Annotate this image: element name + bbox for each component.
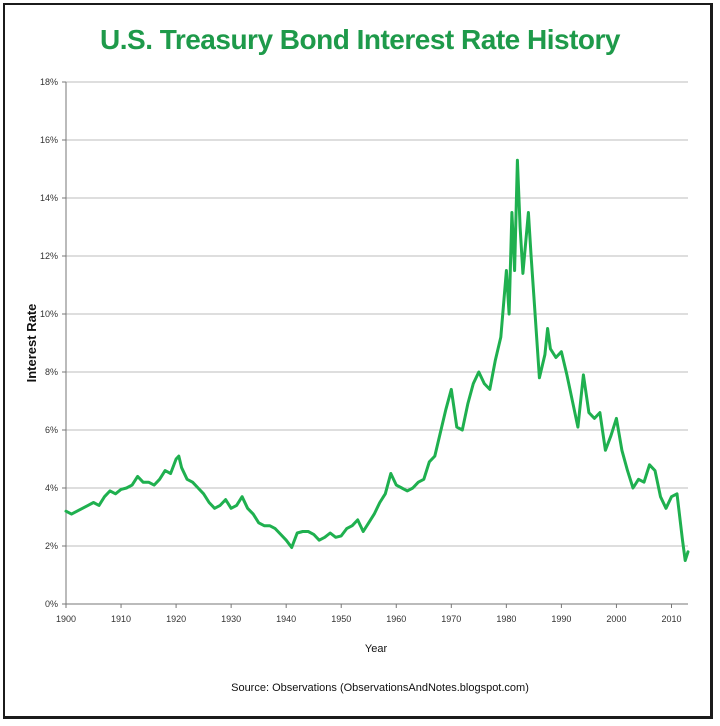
grid xyxy=(66,81,688,547)
x-tick-label: 1910 xyxy=(111,614,131,624)
x-tick-label: 1980 xyxy=(496,614,516,624)
y-tick-label: 18% xyxy=(40,77,58,87)
source-note: Source: Observations (ObservationsAndNot… xyxy=(231,682,529,694)
axes xyxy=(65,82,688,605)
y-tick-label: 10% xyxy=(40,309,58,319)
y-tick-label: 8% xyxy=(45,367,58,377)
x-axis-label: Year xyxy=(365,643,388,655)
y-axis-ticks: 0% 2% 4% 6% 8% 10% 12% 14% 16% 18% xyxy=(40,77,66,609)
y-tick-label: 12% xyxy=(40,251,58,261)
chart-title: U.S. Treasury Bond Interest Rate History xyxy=(100,24,620,55)
chart-frame xyxy=(3,3,713,719)
y-tick-label: 14% xyxy=(40,193,58,203)
x-axis-ticks: 1900 1910 1920 1930 1940 1950 1960 1970 1980 1990… xyxy=(56,604,682,624)
y-tick-label: 6% xyxy=(45,425,58,435)
y-tick-label: 2% xyxy=(45,541,58,551)
x-tick-label: 2000 xyxy=(606,614,626,624)
x-tick-label: 1970 xyxy=(441,614,461,624)
y-tick-label: 16% xyxy=(40,135,58,145)
x-tick-label: 1960 xyxy=(386,614,406,624)
series-group xyxy=(64,158,690,562)
x-tick-label: 2010 xyxy=(661,614,681,624)
y-tick-label: 0% xyxy=(45,599,58,609)
x-tick-label: 1940 xyxy=(276,614,296,624)
x-tick-label: 1950 xyxy=(331,614,351,624)
series-line xyxy=(64,158,690,562)
y-tick-label: 4% xyxy=(45,483,58,493)
x-tick-label: 1930 xyxy=(221,614,241,624)
x-tick-label: 1900 xyxy=(56,614,76,624)
x-tick-label: 1920 xyxy=(166,614,186,624)
y-axis-label: Interest Rate xyxy=(24,304,39,383)
x-tick-label: 1990 xyxy=(551,614,571,624)
